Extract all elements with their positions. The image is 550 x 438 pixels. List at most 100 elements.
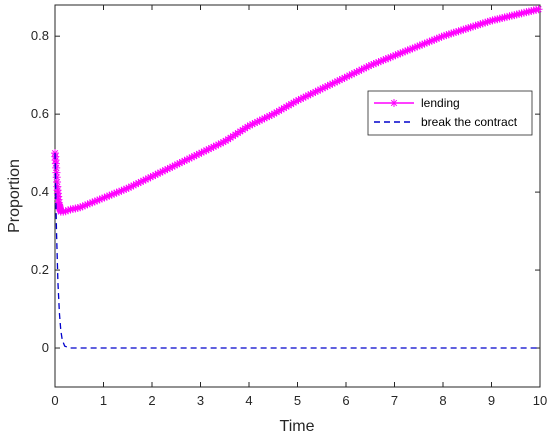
series-marker bbox=[73, 203, 82, 212]
series-marker bbox=[398, 48, 407, 57]
series-marker bbox=[357, 65, 366, 74]
series-marker bbox=[182, 155, 191, 164]
series-marker bbox=[163, 165, 172, 174]
series-marker bbox=[432, 34, 441, 43]
x-tick-label: 7 bbox=[391, 393, 398, 408]
series-marker bbox=[292, 97, 301, 106]
series-marker bbox=[527, 7, 536, 16]
series-marker bbox=[471, 21, 480, 30]
series-marker bbox=[168, 162, 177, 171]
series-marker bbox=[284, 101, 293, 110]
series-marker bbox=[245, 121, 254, 130]
x-axis-title: Time bbox=[280, 418, 315, 435]
legend-label-lending: lending bbox=[421, 96, 460, 110]
series-marker bbox=[534, 5, 543, 14]
series-marker bbox=[105, 191, 114, 200]
series-marker bbox=[369, 60, 378, 69]
series-marker bbox=[529, 6, 538, 15]
series-marker bbox=[228, 132, 237, 141]
series-marker bbox=[76, 203, 85, 212]
series-marker bbox=[352, 67, 361, 76]
series-marker bbox=[512, 10, 521, 19]
series-marker bbox=[64, 206, 73, 215]
series-layer bbox=[51, 5, 543, 349]
series-marker bbox=[449, 28, 458, 37]
series-marker bbox=[454, 27, 463, 36]
series-marker bbox=[311, 87, 320, 96]
series-marker bbox=[95, 195, 104, 204]
series-marker bbox=[355, 66, 364, 75]
series-marker bbox=[488, 16, 497, 25]
series-marker bbox=[100, 193, 109, 202]
series-marker bbox=[323, 81, 332, 90]
x-tick-label: 3 bbox=[197, 393, 204, 408]
series-marker bbox=[202, 146, 211, 155]
series-marker bbox=[452, 27, 461, 36]
series-marker bbox=[524, 7, 533, 16]
series-marker bbox=[478, 19, 487, 28]
series-marker bbox=[255, 116, 264, 125]
series-marker bbox=[439, 31, 448, 40]
series-marker bbox=[301, 92, 310, 101]
series-marker bbox=[490, 15, 499, 24]
series-marker bbox=[262, 113, 271, 122]
series-marker bbox=[178, 158, 187, 167]
series-marker bbox=[204, 145, 213, 154]
series-marker bbox=[401, 47, 410, 56]
series-marker bbox=[430, 35, 439, 44]
series-marker bbox=[500, 13, 509, 22]
series-marker bbox=[241, 124, 250, 133]
series-marker bbox=[134, 179, 143, 188]
series-marker bbox=[185, 154, 194, 163]
series-marker bbox=[270, 109, 279, 118]
series-marker bbox=[389, 52, 398, 61]
legend-marker-lending bbox=[390, 99, 398, 107]
series-marker bbox=[212, 141, 221, 150]
series-marker bbox=[498, 14, 507, 23]
series-marker bbox=[141, 175, 150, 184]
series-marker bbox=[393, 50, 402, 59]
series-marker bbox=[117, 186, 126, 195]
series-marker bbox=[338, 74, 347, 83]
series-marker bbox=[115, 187, 124, 196]
series-marker bbox=[224, 135, 233, 144]
series-marker bbox=[173, 160, 182, 169]
series-marker bbox=[396, 49, 405, 58]
y-axis-ticks: 0 0.2 0.4 0.6 0.8 bbox=[31, 28, 540, 355]
series-marker bbox=[515, 9, 524, 18]
series-marker bbox=[81, 201, 90, 210]
series-marker bbox=[199, 147, 208, 156]
series-marker bbox=[367, 61, 376, 70]
series-marker bbox=[364, 62, 373, 71]
series-marker bbox=[372, 59, 381, 68]
series-marker bbox=[296, 94, 305, 103]
x-tick-label: 8 bbox=[439, 393, 446, 408]
series-marker bbox=[384, 54, 393, 63]
series-marker bbox=[156, 168, 165, 177]
series-marker bbox=[158, 167, 167, 176]
series-marker bbox=[427, 36, 436, 45]
series-marker bbox=[413, 42, 422, 51]
series-marker bbox=[233, 129, 242, 138]
series-marker bbox=[258, 115, 267, 124]
x-tick-label: 6 bbox=[342, 393, 349, 408]
series-marker bbox=[447, 29, 456, 38]
legend-label-break-the-contract: break the contract bbox=[421, 115, 518, 129]
series-marker bbox=[464, 24, 473, 33]
series-marker bbox=[131, 180, 140, 189]
series-marker bbox=[294, 96, 303, 105]
series-marker bbox=[272, 108, 281, 117]
series-marker bbox=[219, 138, 228, 147]
series-marker bbox=[260, 114, 269, 123]
x-tick-label: 0 bbox=[51, 393, 58, 408]
series-marker bbox=[493, 15, 502, 24]
y-tick-label: 0.4 bbox=[31, 184, 49, 199]
series-marker bbox=[507, 11, 516, 20]
plot-area bbox=[54, 4, 541, 388]
series-marker bbox=[209, 142, 218, 151]
series-marker bbox=[309, 89, 318, 98]
series-marker bbox=[253, 117, 262, 126]
series-marker bbox=[170, 161, 179, 170]
series-marker bbox=[119, 185, 128, 194]
series-marker bbox=[139, 176, 148, 185]
